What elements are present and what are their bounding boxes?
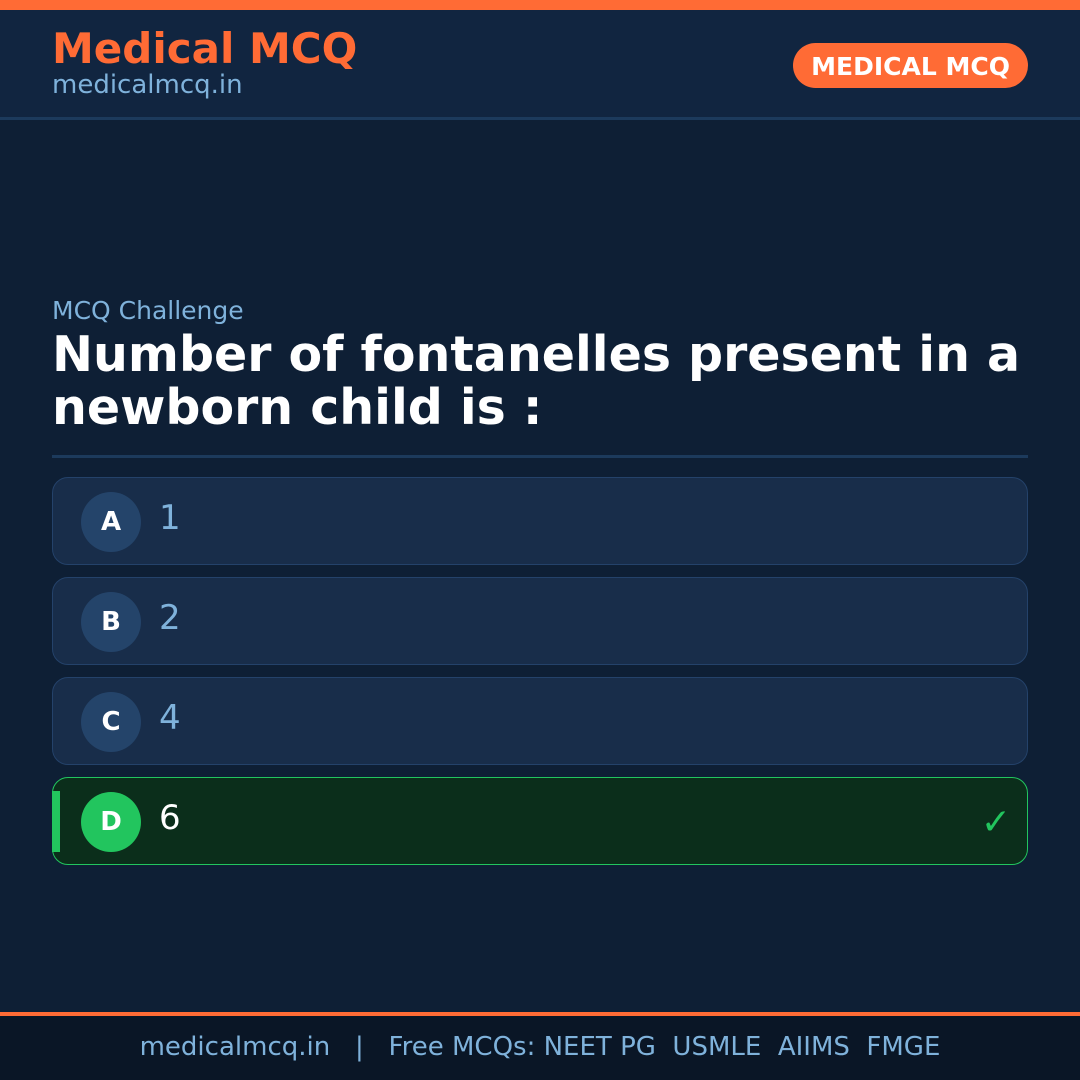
check-icon: ✓ [980,802,1011,843]
option-letter: B [81,592,141,652]
brand-title: Medical MCQ [52,24,358,73]
divider [52,455,1028,458]
option-text: 2 [159,598,181,638]
question-text: Number of fontanelles present in a newbo… [52,326,1021,436]
accent-bar [0,0,1080,10]
header: Medical MCQ medicalmcq.in MEDICAL MCQ [0,10,1080,120]
option-letter: D [81,792,141,852]
option-text: 6 [159,798,181,838]
option-text: 4 [159,698,181,738]
option-letter: A [81,492,141,552]
kicker: MCQ Challenge [52,296,244,325]
category-badge: MEDICAL MCQ [793,43,1028,88]
option-d[interactable]: D 6 ✓ [52,777,1028,865]
correct-indicator-bar [52,791,60,852]
site-url: medicalmcq.in [52,70,243,100]
footer: medicalmcq.in | Free MCQs: NEET PG USMLE… [0,1012,1080,1080]
option-letter: C [81,692,141,752]
option-text: 1 [159,498,181,538]
